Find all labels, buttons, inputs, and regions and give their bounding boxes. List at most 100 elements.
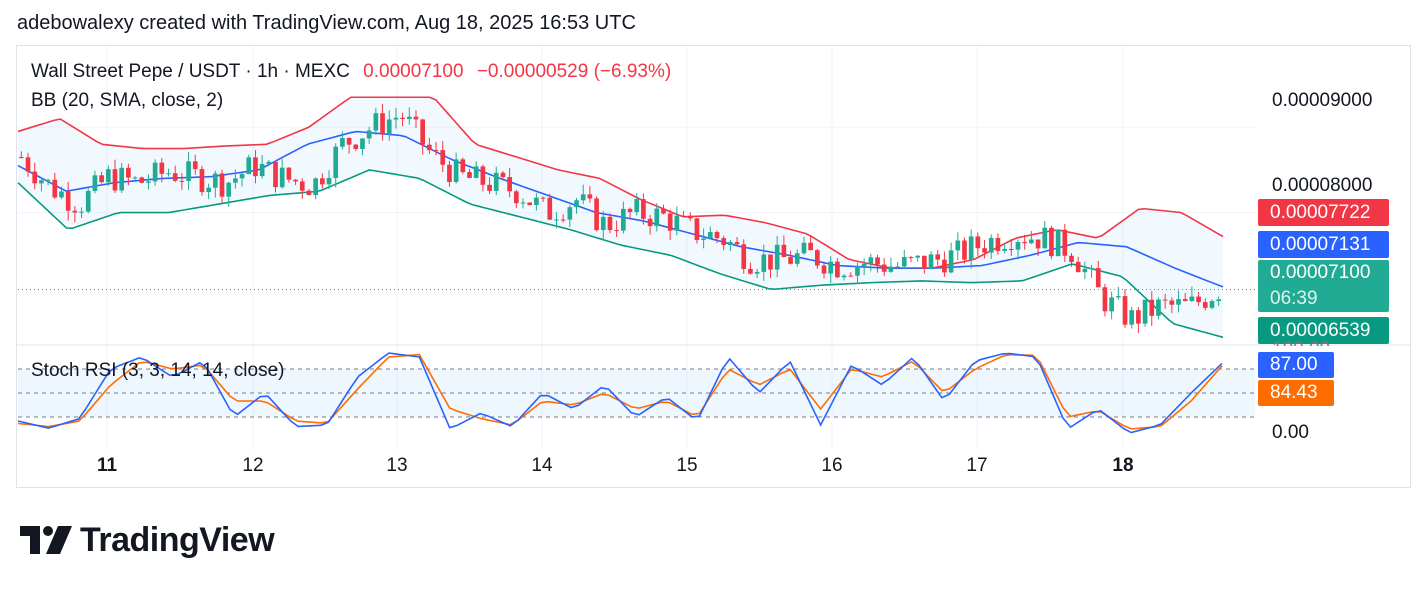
candle-body	[935, 254, 941, 260]
candle-body	[1209, 301, 1215, 308]
candle-body	[259, 163, 265, 177]
candle-body	[922, 255, 927, 269]
bar-countdown: 06:39	[1270, 288, 1318, 309]
symbol-legend[interactable]: Wall Street Pepe / USDT · 1h · MEXC 0.00…	[31, 61, 671, 83]
candle-body	[975, 236, 981, 249]
candle-body	[366, 130, 372, 139]
candle-body	[192, 161, 198, 170]
candle-body	[286, 167, 292, 180]
candle-body	[1095, 268, 1101, 288]
candle-body	[112, 169, 118, 191]
candle-body	[293, 179, 298, 182]
stoch-rsi-legend[interactable]: Stoch RSI (3, 3, 14, 14, close)	[31, 360, 285, 381]
candle-body	[868, 257, 874, 264]
candle-body	[467, 172, 472, 178]
candle-body	[306, 190, 312, 196]
candle-body	[835, 261, 840, 278]
candle-body	[1176, 299, 1181, 305]
candle-body	[594, 198, 599, 231]
candle-body	[400, 117, 405, 120]
time-axis-label: 14	[531, 455, 553, 476]
candle-body	[875, 257, 880, 265]
candle-body	[1109, 297, 1114, 312]
candle-body	[219, 173, 225, 197]
candle-body	[52, 179, 58, 198]
candle-body	[714, 232, 720, 239]
bb-basis-tag: 0.00007131	[1258, 231, 1389, 258]
candle-body	[901, 257, 907, 267]
time-axis-label: 16	[821, 455, 843, 476]
candle-body	[126, 167, 131, 178]
price-axis-label: 0.00009000	[1272, 90, 1373, 111]
candle-body	[754, 271, 760, 274]
candle-body	[32, 171, 38, 184]
osc-axis-label: 0.00	[1272, 422, 1309, 443]
candle-body	[895, 266, 900, 268]
bb-legend[interactable]: BB (20, SMA, close, 2)	[31, 90, 224, 111]
candle-body	[413, 116, 419, 120]
candle-body	[1142, 299, 1148, 324]
candle-body	[253, 157, 258, 177]
candle-body	[246, 157, 252, 175]
candle-body	[266, 161, 272, 164]
price-change: −0.00000529 (−6.93%)	[476, 61, 672, 82]
candle-body	[861, 263, 867, 267]
candle-body	[179, 180, 185, 182]
tradingview-logo[interactable]: TradingView	[20, 520, 275, 560]
candle-body	[1115, 296, 1121, 298]
candle-body	[132, 177, 138, 179]
candle-body	[199, 169, 205, 193]
candle-body	[59, 191, 64, 198]
candle-body	[1122, 296, 1128, 325]
candle-body	[1082, 268, 1088, 273]
time-axis-label: 11	[96, 455, 118, 476]
candle-body	[340, 137, 345, 147]
candle-body	[273, 161, 278, 188]
candle-body	[206, 187, 211, 193]
candle-body	[881, 264, 887, 272]
candle-body	[1055, 229, 1061, 257]
candle-body	[560, 219, 566, 221]
candle-body	[928, 254, 934, 269]
candle-body	[948, 250, 954, 273]
candle-body	[995, 237, 1001, 251]
candle-body	[99, 175, 104, 183]
candle-body	[667, 213, 673, 231]
candle-body	[353, 144, 359, 149]
time-axis-label: 15	[676, 455, 698, 476]
candle-body	[801, 242, 807, 254]
candle-body	[507, 177, 512, 192]
last-price: 0.00007100	[363, 61, 464, 82]
candle-body	[748, 268, 753, 274]
candle-body	[681, 215, 686, 217]
tradingview-logo-text: TradingView	[80, 520, 275, 559]
candle-body	[172, 173, 178, 181]
candle-body	[299, 181, 305, 191]
candle-body	[453, 159, 459, 182]
candle-body	[580, 194, 586, 201]
candle-body	[39, 180, 44, 184]
candle-body	[360, 138, 365, 149]
candle-body	[166, 173, 171, 175]
candle-body	[534, 197, 539, 206]
candle-body	[527, 202, 533, 206]
candle-body	[547, 197, 553, 220]
candle-body	[600, 216, 606, 231]
candle-body	[634, 199, 640, 213]
attribution-text: adebowalexy created with TradingView.com…	[17, 12, 636, 34]
candle-body	[982, 248, 987, 253]
candle-body	[955, 240, 961, 251]
candle-body	[1129, 310, 1135, 325]
candle-body	[1149, 299, 1155, 316]
candle-body	[500, 172, 506, 178]
symbol-title: Wall Street Pepe / USDT · 1h · MEXC	[31, 61, 350, 82]
candle-body	[79, 211, 84, 213]
candle-body	[159, 162, 165, 174]
candle-body	[520, 202, 526, 204]
candle-body	[848, 275, 854, 277]
candle-body	[92, 175, 98, 191]
candle-body	[794, 253, 800, 264]
candle-body	[25, 157, 31, 172]
candle-body	[1008, 249, 1014, 251]
